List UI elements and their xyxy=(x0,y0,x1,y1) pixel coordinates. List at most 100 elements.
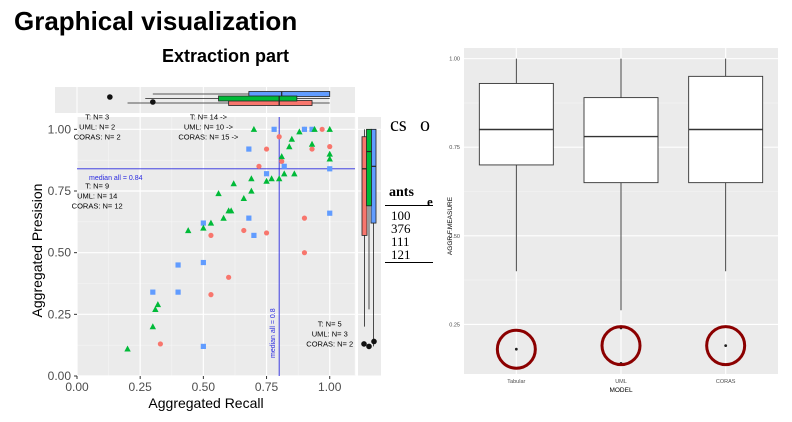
marginal-outlier xyxy=(366,343,372,350)
point-uml xyxy=(200,259,206,266)
point-uml xyxy=(271,126,277,132)
annotation-line: UML: N= 14 xyxy=(77,191,117,200)
fragment-row: 376 xyxy=(391,221,411,236)
y-tick-label: 0.50 xyxy=(449,234,460,240)
point-tabular xyxy=(279,158,285,164)
marginal-outlier xyxy=(150,99,156,105)
y-tick-label: 0.75 xyxy=(48,184,72,198)
annotation-line: T: N= 5 xyxy=(318,320,342,329)
point-tabular xyxy=(309,146,315,152)
point-coras xyxy=(124,345,131,352)
x-tick-label: 0.25 xyxy=(129,380,153,394)
point-coras xyxy=(263,177,270,184)
x-tick-label: 0.50 xyxy=(192,380,216,394)
group-count-annotation: T: N= 3 UML: N= 2 CORAS: N= 2 xyxy=(74,112,121,141)
point-coras xyxy=(275,175,283,182)
point-tabular xyxy=(301,250,308,256)
point-uml xyxy=(246,146,252,152)
point-coras xyxy=(154,301,162,308)
fragment-row: 100 xyxy=(391,208,411,223)
point-coras xyxy=(248,175,255,182)
y-tick-label: 0.25 xyxy=(449,322,460,328)
fragment-rule-bottom xyxy=(385,262,433,263)
marginal-outlier xyxy=(107,94,113,100)
y-tick-label: 0.75 xyxy=(449,145,460,151)
x-tick-label: 0.00 xyxy=(65,380,89,394)
annotation-line: UML: N= 10 -> xyxy=(184,122,234,131)
point-coras xyxy=(311,125,318,132)
point-uml xyxy=(263,171,270,177)
point-coras xyxy=(149,323,157,330)
point-uml xyxy=(175,289,181,295)
x-tick-label: 1.00 xyxy=(318,380,342,394)
fragment-row: 111 xyxy=(391,234,410,249)
marginal-outlier xyxy=(371,338,377,345)
point-uml xyxy=(327,210,333,216)
point-uml xyxy=(200,343,206,349)
point-uml xyxy=(301,126,308,132)
point-coras xyxy=(308,140,316,147)
y-axis-label: Aggregated Presision xyxy=(29,184,45,318)
point-tabular xyxy=(241,227,247,234)
point-tabular xyxy=(208,292,214,298)
x-tick-label: 0.75 xyxy=(255,380,279,394)
annotation-line: CORAS: N= 2 xyxy=(74,132,121,141)
y-tick-label: 0.25 xyxy=(48,307,72,321)
annotation-line: T: N= 3 xyxy=(85,112,109,121)
marginal-outlier xyxy=(361,341,367,347)
annotation-line: CORAS: N= 2 xyxy=(306,340,353,349)
marginal-box xyxy=(218,95,298,102)
point-tabular xyxy=(327,144,333,150)
outlier-highlight-circle xyxy=(600,325,642,367)
point-tabular xyxy=(276,134,282,140)
point-coras xyxy=(230,180,237,187)
point-tabular xyxy=(319,126,325,132)
fragment-row: 121 xyxy=(391,247,411,262)
point-uml xyxy=(251,232,257,238)
point-coras xyxy=(152,306,159,312)
fragment-e: e xyxy=(427,194,433,209)
median-label-vertical: median all = 0.8 xyxy=(270,308,277,358)
point-tabular xyxy=(208,232,214,238)
point-coras xyxy=(281,170,288,177)
point-tabular xyxy=(256,163,262,169)
point-uml xyxy=(327,166,333,172)
x-tick-label: UML xyxy=(615,379,627,385)
point-tabular xyxy=(301,215,308,221)
annotation-line: UML: N= 2 xyxy=(79,122,115,131)
point-coras xyxy=(200,224,207,231)
annotation-line: CORAS: N= 12 xyxy=(72,201,123,210)
annotation-line: T: N= 9 xyxy=(85,181,109,190)
outlier-highlight-circle xyxy=(705,325,747,367)
point-uml xyxy=(281,163,287,169)
point-coras xyxy=(326,150,333,157)
point-coras xyxy=(326,125,333,132)
y-tick-label: 0.50 xyxy=(48,246,72,260)
point-tabular xyxy=(263,146,270,152)
point-coras xyxy=(207,219,215,226)
annotation-line: CORAS: N= 15 -> xyxy=(178,132,239,141)
point-coras xyxy=(326,155,333,162)
y-tick-label: 0.00 xyxy=(48,369,72,383)
point-coras xyxy=(250,125,258,132)
slide-title: Graphical visualization xyxy=(14,6,298,36)
y-axis-label: AGGR.F.MEASURE xyxy=(447,196,454,255)
point-uml xyxy=(246,215,252,221)
point-tabular xyxy=(157,341,163,347)
point-coras xyxy=(268,175,275,182)
point-uml xyxy=(200,220,206,226)
y-tick-label: 1.00 xyxy=(449,57,460,63)
point-coras xyxy=(278,153,285,160)
point-uml xyxy=(309,126,315,132)
point-coras xyxy=(227,207,235,214)
point-coras xyxy=(185,227,192,234)
point-coras xyxy=(240,195,247,201)
point-tabular xyxy=(226,274,232,280)
fragment-rule-top xyxy=(385,205,433,206)
point-tabular xyxy=(263,230,270,236)
group-count-annotation: T: N= 9 UML: N= 14 CORAS: N= 12 xyxy=(72,181,123,210)
fragment-ants: ants xyxy=(389,185,414,200)
point-uml xyxy=(175,262,181,268)
annotation-line: UML: N= 3 xyxy=(312,330,348,339)
